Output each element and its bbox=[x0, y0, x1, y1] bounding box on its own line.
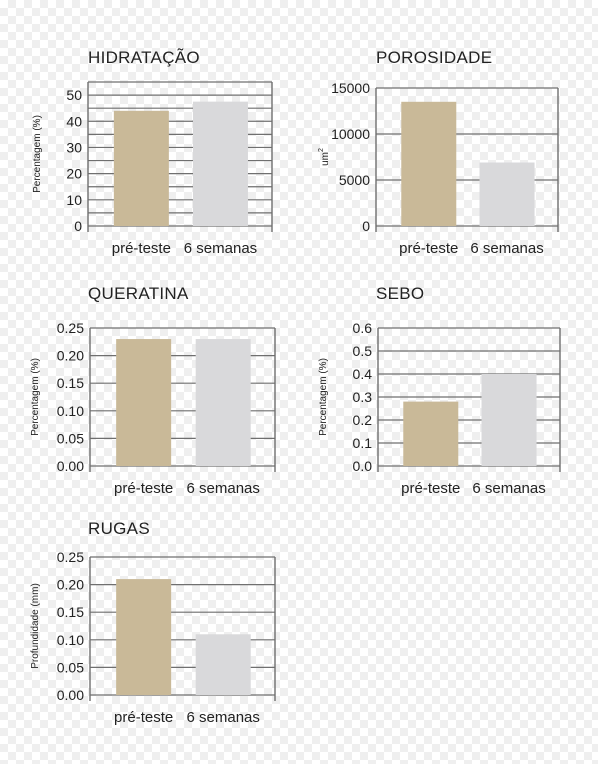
chart-title-porosidade: POROSIDADE bbox=[376, 48, 493, 67]
y-tick-label: 50 bbox=[66, 87, 82, 103]
y-tick-label: 0.5 bbox=[353, 343, 373, 359]
chart-svg-sebo: 0.0 0.1 0.2 0.3 0.4 0.5 0.6 Percentagem (%) pré-… bbox=[318, 320, 561, 497]
y-tick-label: 0.6 bbox=[353, 320, 373, 336]
y-tick-label: 0.25 bbox=[57, 549, 84, 565]
x-category-label: 6 semanas bbox=[187, 480, 260, 497]
y-axis-label: um2 bbox=[318, 148, 331, 166]
y-tick-label: 0.4 bbox=[353, 366, 373, 382]
chart-sebo: SEBO 0.0 0.1 0.2 0.3 0.4 0.5 0.6 Percentagem (%… bbox=[300, 280, 598, 500]
bar-porosidade-1 bbox=[479, 162, 535, 226]
y-axis-label: Percentagem (%) bbox=[32, 115, 43, 193]
y-tick-label: 10 bbox=[66, 192, 82, 208]
y-tick-label: 0.10 bbox=[57, 403, 84, 419]
x-category-label: 6 semanas bbox=[184, 240, 257, 257]
bar-queratina-0 bbox=[116, 339, 172, 466]
bar-queratina-1 bbox=[195, 339, 251, 466]
x-category-label: pré-teste bbox=[399, 240, 458, 257]
chart-porosidade: POROSIDADE 0 5000 10000 15000 um2 pré-teste 6 … bbox=[300, 40, 598, 265]
y-tick-label: 0.10 bbox=[57, 632, 84, 648]
chart-rugas: RUGAS 0.00 0.05 0.10 0.15 0.20 0.25 Profundida… bbox=[0, 515, 300, 730]
y-tick-label: 0.05 bbox=[57, 430, 84, 446]
bar-rugas-0 bbox=[116, 579, 172, 695]
x-category-label: pré-teste bbox=[114, 709, 173, 726]
chart-hidratacao: HIDRATAÇÃO 0 10 20 30 40 50 Percentagem (%) pré… bbox=[0, 40, 300, 265]
y-axis-label: Profundidade (mm) bbox=[30, 583, 41, 669]
chart-svg-porosidade: 0 5000 10000 15000 um2 pré-teste 6 semanas bbox=[318, 80, 559, 257]
y-axis-label-text: Percentagem (%) bbox=[318, 358, 329, 436]
y-tick-label: 20 bbox=[66, 166, 82, 182]
bar-porosidade-0 bbox=[401, 101, 457, 226]
bar-hidratacao-1 bbox=[192, 101, 248, 226]
y-tick-label: 0.20 bbox=[57, 348, 84, 364]
y-tick-label: 5000 bbox=[339, 172, 370, 188]
chart-title-rugas: RUGAS bbox=[88, 519, 150, 538]
x-category-label: 6 semanas bbox=[470, 240, 543, 257]
y-axis-label-text: Percentagem (%) bbox=[30, 358, 41, 436]
chart-queratina: QUERATINA 0.00 0.05 0.10 0.15 0.20 0.25 Percen… bbox=[0, 280, 300, 500]
y-tick-label: 0.25 bbox=[57, 320, 84, 336]
y-tick-label: 0.00 bbox=[57, 687, 84, 703]
y-tick-label: 0 bbox=[74, 218, 82, 234]
y-tick-label: 0.15 bbox=[57, 604, 84, 620]
y-tick-label: 15000 bbox=[331, 80, 370, 96]
x-category-label: 6 semanas bbox=[187, 709, 260, 726]
y-tick-label: 0.15 bbox=[57, 375, 84, 391]
x-category-label: pré-teste bbox=[401, 480, 460, 497]
chart-title-hidratacao: HIDRATAÇÃO bbox=[88, 48, 200, 67]
y-tick-label: 0.0 bbox=[353, 458, 373, 474]
chart-title-sebo: SEBO bbox=[376, 284, 425, 303]
chart-svg-rugas: 0.00 0.05 0.10 0.15 0.20 0.25 Profundidade (mm… bbox=[30, 549, 276, 726]
y-tick-label: 40 bbox=[66, 113, 82, 129]
bar-sebo-0 bbox=[403, 401, 459, 466]
bar-rugas-1 bbox=[195, 634, 251, 695]
y-axis-label: Percentagem (%) bbox=[318, 358, 329, 436]
y-tick-label: 0.00 bbox=[57, 458, 84, 474]
y-tick-label: 0.20 bbox=[57, 577, 84, 593]
x-category-label: pré-teste bbox=[114, 480, 173, 497]
y-axis-label: Percentagem (%) bbox=[30, 358, 41, 436]
x-category-label: pré-teste bbox=[112, 240, 171, 257]
y-tick-label: 0.3 bbox=[353, 389, 373, 405]
y-tick-label: 0.2 bbox=[353, 412, 373, 428]
bar-sebo-1 bbox=[481, 374, 537, 466]
chart-title-queratina: QUERATINA bbox=[88, 284, 189, 303]
y-tick-label: 0.1 bbox=[353, 435, 373, 451]
y-tick-label: 0 bbox=[362, 218, 370, 234]
y-tick-label: 0.05 bbox=[57, 659, 84, 675]
bar-hidratacao-0 bbox=[113, 110, 169, 226]
chart-svg-hidratacao: 0 10 20 30 40 50 Percentagem (%) pré-teste 6 sem… bbox=[32, 81, 273, 257]
y-axis-label-superscript: 2 bbox=[318, 148, 325, 152]
y-tick-label: 10000 bbox=[331, 126, 370, 142]
x-category-label: 6 semanas bbox=[472, 480, 545, 497]
chart-svg-queratina: 0.00 0.05 0.10 0.15 0.20 0.25 Percentagem (%) p… bbox=[30, 320, 276, 497]
y-axis-label-text: Percentagem (%) bbox=[32, 115, 43, 193]
y-tick-label: 30 bbox=[66, 139, 82, 155]
y-axis-label-text: Profundidade (mm) bbox=[30, 583, 41, 669]
y-axis-label-text: um bbox=[320, 152, 331, 166]
